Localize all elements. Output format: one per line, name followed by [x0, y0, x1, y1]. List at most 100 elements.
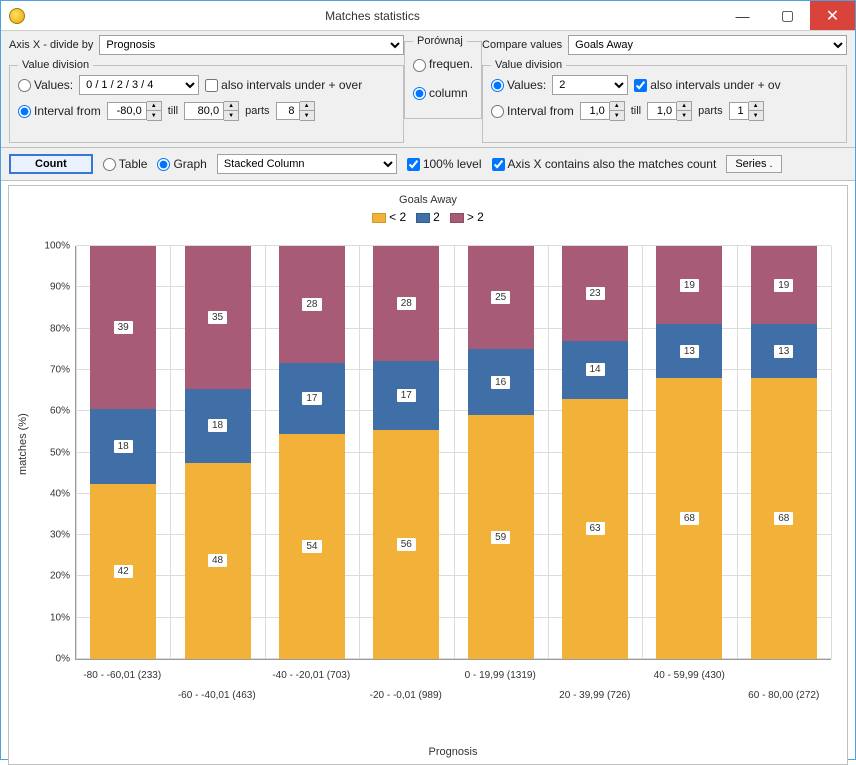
vgrid-line	[737, 246, 738, 659]
window-title: Matches statistics	[25, 9, 720, 23]
axis-matches-count-checkbox[interactable]: Axis X contains also the matches count	[492, 157, 717, 172]
values-radio-right[interactable]: Values:	[491, 78, 546, 93]
maximize-button[interactable]: ▢	[765, 1, 810, 30]
y-tick-label: 90%	[50, 282, 76, 293]
bar-value-label: 59	[491, 531, 510, 544]
spin-down-icon[interactable]: ▼	[300, 111, 314, 120]
interval-radio-left[interactable]: Interval from	[18, 104, 101, 119]
bar-segment: 42	[90, 484, 156, 659]
column-radio[interactable]: column	[413, 86, 468, 101]
y-tick-label: 80%	[50, 323, 76, 334]
y-tick-label: 10%	[50, 612, 76, 623]
legend-label: < 2	[389, 210, 406, 224]
minimize-button[interactable]: —	[720, 1, 765, 30]
bar-group: 42 18 39	[90, 246, 156, 659]
legend-label: > 2	[467, 210, 484, 224]
bar-segment: 16	[468, 349, 534, 415]
spin-up-icon[interactable]: ▲	[677, 102, 691, 111]
spin-down-icon[interactable]: ▼	[610, 111, 624, 120]
bar-segment: 19	[751, 246, 817, 324]
value-division-left: Value division Values: 0 / 1 / 2 / 3 / 4…	[9, 59, 404, 143]
bar-value-label: 18	[114, 440, 133, 453]
bar-value-label: 25	[491, 291, 510, 304]
parts-right[interactable]: ▲▼	[729, 101, 764, 121]
porownaj-legend: Porównaj	[413, 35, 467, 47]
bar-value-label: 23	[586, 287, 605, 300]
bar-value-label: 19	[774, 279, 793, 292]
parts-left[interactable]: ▲▼	[276, 101, 315, 121]
bar-value-label: 14	[586, 363, 605, 376]
legend-item: 2	[416, 210, 440, 224]
chart-legend: < 2 2 > 2	[9, 210, 847, 224]
axis-x-select[interactable]: Prognosis	[99, 35, 404, 55]
bar-segment: 13	[656, 324, 722, 378]
close-button[interactable]: ✕	[810, 1, 855, 30]
spin-down-icon[interactable]: ▼	[749, 111, 763, 120]
chart-plot: 0%10%20%30%40%50%60%70%80%90%100%4218394…	[75, 246, 831, 660]
count-button[interactable]: Count	[9, 154, 93, 174]
chart-title: Goals Away	[9, 194, 847, 206]
x-tick-label: 0 - 19,99 (1319)	[465, 670, 536, 681]
compare-values-select[interactable]: Goals Away	[568, 35, 847, 55]
values-radio-left[interactable]: Values:	[18, 78, 73, 93]
y-tick-label: 100%	[44, 241, 76, 252]
vgrid-line	[265, 246, 266, 659]
graph-type-select[interactable]: Stacked Column	[217, 154, 397, 174]
x-axis-labels: Prognosis -80 - -60,01 (233)-60 - -40,01…	[75, 664, 831, 764]
table-radio[interactable]: Table	[103, 157, 148, 172]
chart-container: Goals Away < 22> 2 matches (%) 0%10%20%3…	[8, 185, 848, 765]
vgrid-line	[454, 246, 455, 659]
spin-up-icon[interactable]: ▲	[749, 102, 763, 111]
x-tick-label: -60 - -40,01 (463)	[178, 690, 256, 701]
bar-segment: 63	[562, 399, 628, 659]
parts-label-left: parts	[245, 105, 269, 117]
y-tick-label: 60%	[50, 406, 76, 417]
bar-value-label: 63	[586, 522, 605, 535]
graph-radio[interactable]: Graph	[157, 157, 206, 172]
values-select-left[interactable]: 0 / 1 / 2 / 3 / 4	[79, 75, 199, 95]
value-division-right-legend: Value division	[491, 59, 566, 71]
bar-segment: 18	[90, 409, 156, 484]
till-label-right: till	[631, 105, 641, 117]
spin-down-icon[interactable]: ▼	[224, 111, 238, 120]
spin-down-icon[interactable]: ▼	[677, 111, 691, 120]
axis-x-label: Axis X - divide by	[9, 39, 93, 51]
legend-label: 2	[433, 210, 440, 224]
interval-till-right[interactable]: ▲▼	[647, 101, 692, 121]
bar-value-label: 68	[774, 512, 793, 525]
bar-segment: 17	[279, 363, 345, 434]
series-button[interactable]: Series .	[726, 155, 781, 173]
frequen-radio[interactable]: frequen.	[413, 57, 473, 72]
till-label-left: till	[168, 105, 178, 117]
interval-till-left[interactable]: ▲▼	[184, 101, 239, 121]
bar-segment: 68	[751, 378, 817, 659]
values-select-right[interactable]: 2	[552, 75, 628, 95]
legend-swatch-icon	[416, 213, 430, 223]
bar-segment: 48	[185, 463, 251, 659]
vgrid-line	[170, 246, 171, 659]
interval-from-right[interactable]: ▲▼	[580, 101, 625, 121]
interval-from-left[interactable]: ▲▼	[107, 101, 162, 121]
spin-down-icon[interactable]: ▼	[147, 111, 161, 120]
bar-group: 561728	[373, 246, 439, 659]
also-intervals-right[interactable]: also intervals under + ov	[634, 78, 780, 93]
level100-checkbox[interactable]: 100% level	[407, 157, 482, 172]
spin-up-icon[interactable]: ▲	[610, 102, 624, 111]
y-tick-label: 40%	[50, 488, 76, 499]
also-intervals-left[interactable]: also intervals under + over	[205, 78, 362, 93]
bar-value-label: 13	[774, 345, 793, 358]
spin-up-icon[interactable]: ▲	[300, 102, 314, 111]
display-toolbar: Count Table Graph Stacked Column 100% le…	[1, 148, 855, 181]
bar-value-label: 39	[114, 321, 133, 334]
interval-radio-right[interactable]: Interval from	[491, 104, 574, 119]
x-tick-label: -40 - -20,01 (703)	[272, 670, 350, 681]
spin-up-icon[interactable]: ▲	[147, 102, 161, 111]
bar-value-label: 28	[302, 298, 321, 311]
vgrid-line	[831, 246, 832, 659]
bar-value-label: 13	[680, 345, 699, 358]
bar-segment: 68	[656, 378, 722, 659]
bar-value-label: 16	[491, 376, 510, 389]
spin-up-icon[interactable]: ▲	[224, 102, 238, 111]
vgrid-line	[548, 246, 549, 659]
bar-segment: 13	[751, 324, 817, 378]
